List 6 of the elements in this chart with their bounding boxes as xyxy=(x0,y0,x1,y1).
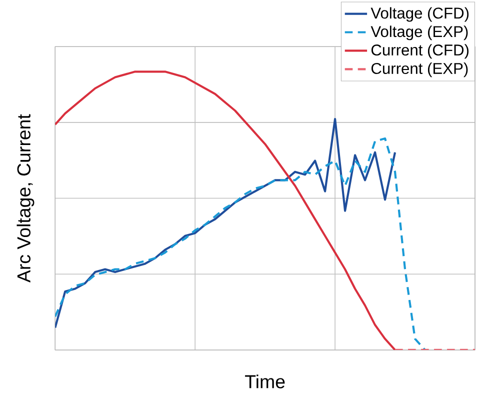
x-axis-title: Time xyxy=(245,374,285,388)
legend-label: Voltage (EXP) xyxy=(370,26,468,40)
legend-label: Current (EXP) xyxy=(371,62,468,78)
legend-label: Voltage (CFD) xyxy=(370,7,469,22)
legend-label: Current (CFD) xyxy=(371,44,469,59)
y-axis-title: Arc Voltage, Current xyxy=(16,114,34,283)
